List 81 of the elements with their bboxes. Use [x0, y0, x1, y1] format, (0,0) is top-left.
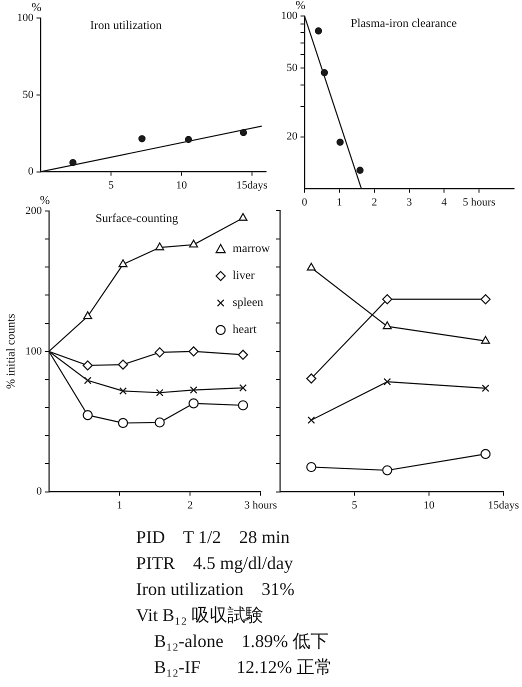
point: [336, 138, 344, 146]
chart-title: Surface-counting: [95, 211, 178, 226]
y-tick-label: 100: [25, 345, 42, 358]
text: %: [40, 193, 50, 208]
point: [307, 416, 316, 424]
text: %: [296, 0, 306, 12]
text: Iron utilization 31%: [136, 578, 296, 601]
point: [118, 360, 128, 370]
point: [320, 69, 328, 76]
point: [383, 378, 392, 386]
x-tick-label: 10: [423, 499, 435, 512]
legend-label: liver: [232, 268, 255, 282]
point: [481, 336, 490, 344]
point: [306, 262, 316, 271]
y-tick-label: 50: [286, 62, 298, 74]
legend-label: marrow: [232, 241, 270, 256]
point: [314, 27, 322, 34]
point: [382, 321, 392, 330]
point: [84, 376, 92, 384]
y-tick-label: 0: [36, 486, 42, 498]
point: [188, 346, 199, 356]
x-tick-label: 1: [336, 196, 342, 208]
x-tick-label: 1: [116, 499, 122, 512]
y-tick-label: 50: [22, 88, 34, 101]
x-tick-label: 10: [176, 179, 188, 192]
chart-title: Iron utilization: [90, 18, 162, 32]
point: [184, 136, 192, 144]
point: [118, 418, 128, 428]
point: [480, 294, 491, 304]
point: [82, 360, 93, 371]
point: [238, 350, 248, 360]
legend-label: spleen: [232, 295, 264, 310]
point: [69, 158, 77, 166]
x-tick-label: 15days: [488, 499, 520, 512]
y-axis-title: % initial counts: [3, 313, 18, 390]
x-tick-label: 0: [302, 196, 308, 208]
point: [356, 166, 364, 174]
x-tick-label: 5: [352, 499, 358, 512]
point: [82, 410, 93, 420]
point: [154, 347, 165, 358]
point: [83, 311, 92, 320]
point: [118, 259, 128, 268]
point: [240, 128, 248, 136]
text: B₁₂-alone 1.89% 低下: [153, 630, 330, 653]
point: [156, 388, 164, 396]
y-tick-label: 100: [281, 10, 298, 22]
chart-title: Plasma-iron clearance: [350, 16, 457, 30]
x-tick-label: 2: [372, 196, 378, 208]
y-tick-label: 0: [28, 166, 34, 178]
point: [482, 384, 490, 392]
point: [238, 400, 248, 410]
x-tick-label: 5 hours: [462, 196, 496, 208]
point: [154, 417, 165, 428]
text: %: [32, 0, 42, 14]
text: Vit B₁₂ 吸収試験: [136, 604, 264, 627]
x-tick-label: 15days: [236, 179, 268, 192]
point: [306, 373, 316, 384]
point: [190, 386, 198, 394]
text: PITR 4.5 mg/dl/day: [136, 552, 294, 575]
point: [155, 242, 164, 250]
point: [119, 387, 127, 395]
point: [239, 384, 247, 392]
point: [238, 212, 248, 221]
point: [382, 465, 392, 476]
y-tick-label: 20: [286, 130, 298, 143]
point: [306, 462, 316, 472]
x-tick-label: 2: [187, 499, 193, 512]
point: [138, 135, 146, 142]
legend-label: heart: [232, 322, 258, 336]
y-tick-label: 100: [17, 12, 34, 24]
point: [188, 398, 199, 408]
point: [382, 294, 392, 304]
text: PID T 1/2 28 min: [136, 526, 291, 549]
x-tick-label: 5: [108, 179, 114, 192]
point: [189, 240, 198, 248]
y-tick-label: 200: [25, 204, 42, 217]
x-tick-label: 4: [441, 196, 448, 208]
x-tick-label: 3 hours: [244, 499, 278, 512]
x-tick-label: 3: [406, 196, 412, 208]
text: B₁₂-IF 12.12% 正常: [153, 656, 333, 679]
point: [480, 448, 491, 460]
